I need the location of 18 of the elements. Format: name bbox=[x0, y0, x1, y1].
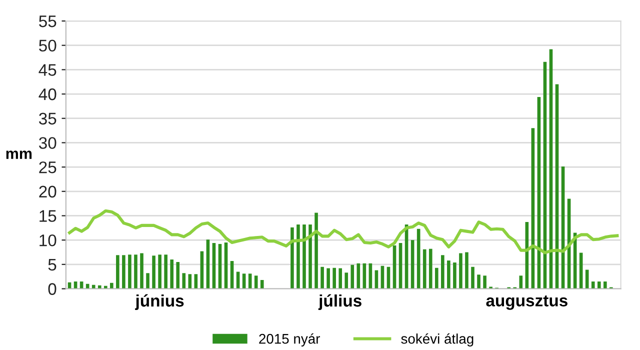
y-tick-label: 20 bbox=[39, 186, 56, 198]
x-tick-label: augusztus bbox=[486, 295, 568, 310]
legend-label: 2015 nyár bbox=[259, 333, 320, 346]
y-tick-label: 15 bbox=[40, 210, 56, 222]
y-tick-label: 25 bbox=[39, 161, 56, 174]
x-tick-label: július bbox=[318, 294, 362, 310]
y-tick-label: 10 bbox=[40, 234, 56, 246]
y-tick-label: 30 bbox=[38, 137, 56, 149]
y-tick-label: 40 bbox=[38, 88, 56, 100]
y-tick-label: 35 bbox=[38, 112, 56, 125]
x-tick-label: június bbox=[135, 294, 184, 310]
y-tick-label: 5 bbox=[48, 258, 56, 271]
y-tick-label: 45 bbox=[38, 64, 56, 76]
y-tick-label: 55 bbox=[39, 16, 56, 28]
y-axis-title: mm bbox=[6, 150, 32, 159]
y-tick-label: 0 bbox=[48, 283, 56, 295]
legend-label: sokévi átlag bbox=[401, 333, 474, 346]
y-tick-label: 50 bbox=[39, 40, 56, 52]
